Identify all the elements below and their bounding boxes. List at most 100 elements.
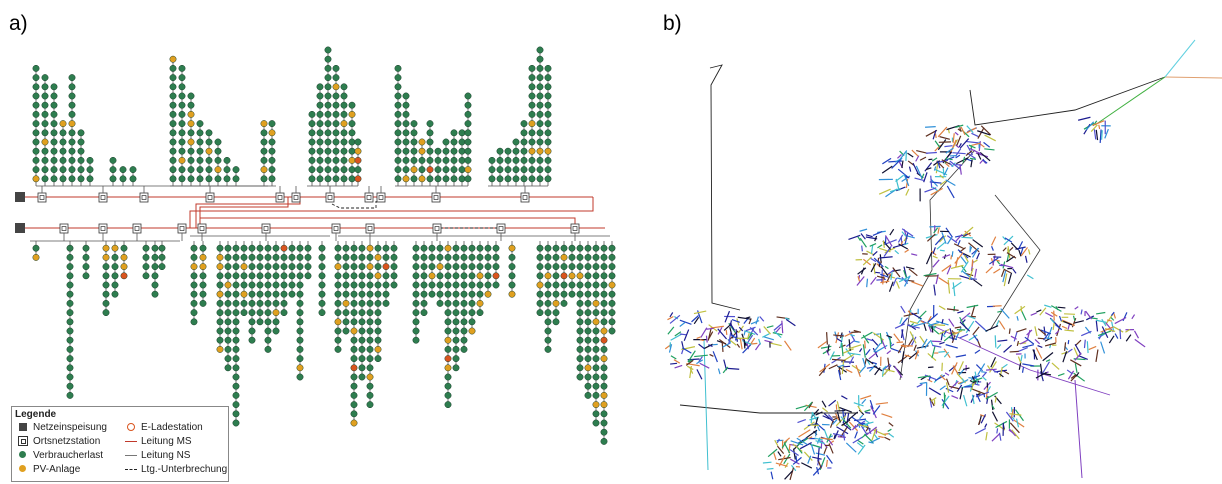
consumer-node — [109, 156, 117, 164]
network-segment — [841, 395, 848, 400]
consumer-node — [592, 382, 600, 390]
network-segment — [1064, 329, 1074, 332]
consumer-node — [412, 290, 420, 298]
consumer-node — [82, 244, 90, 252]
network-segment — [1098, 124, 1101, 130]
network-segment — [884, 368, 895, 373]
consumer-node — [460, 253, 468, 261]
consumer-node — [50, 120, 58, 128]
consumer-node — [366, 401, 374, 409]
consumer-node — [402, 129, 410, 137]
network-segment — [1044, 342, 1057, 347]
consumer-node — [296, 299, 304, 307]
pv-node — [428, 272, 436, 280]
consumer-node — [382, 272, 390, 280]
consumer-node — [382, 281, 390, 289]
network-segment — [743, 330, 746, 336]
network-segment — [728, 331, 732, 344]
consumer-node — [508, 272, 516, 280]
network-segment — [1122, 312, 1128, 322]
consumer-node — [544, 318, 552, 326]
consumer-node — [232, 272, 240, 280]
consumer-node — [442, 166, 450, 174]
network-segment — [1054, 324, 1063, 331]
network-segment — [1131, 314, 1136, 320]
consumer-node — [508, 253, 516, 261]
consumer-node — [340, 101, 348, 109]
consumer-node — [342, 272, 350, 280]
consumer-node — [374, 263, 382, 271]
network-segment — [968, 267, 974, 281]
consumer-node — [560, 263, 568, 271]
network-segment — [843, 365, 851, 368]
ev-charger-node — [382, 263, 390, 271]
network-segment — [1062, 351, 1068, 363]
pv-node — [484, 290, 492, 298]
network-segment — [1072, 315, 1076, 322]
consumer-node — [592, 253, 600, 261]
consumer-node — [41, 166, 49, 174]
consumer-node — [382, 290, 390, 298]
consumer-node — [536, 55, 544, 63]
consumer-node — [436, 299, 444, 307]
network-segment — [1101, 318, 1107, 327]
network-segment — [766, 467, 774, 470]
consumer-node — [178, 138, 186, 146]
pv-node — [536, 281, 544, 289]
consumer-node — [82, 263, 90, 271]
consumer-node — [444, 327, 452, 335]
network-segment — [1125, 329, 1131, 333]
network-segment — [1073, 320, 1084, 324]
substation-box — [432, 223, 442, 234]
network-segment — [836, 337, 843, 343]
network-segment — [905, 178, 909, 189]
network-segment — [952, 365, 959, 374]
consumer-node — [66, 299, 74, 307]
network-segment — [896, 277, 909, 282]
consumer-node — [496, 147, 504, 155]
consumer-node — [420, 253, 428, 261]
consumer-node — [600, 263, 608, 271]
consumer-node — [332, 120, 340, 128]
network-segment — [1012, 268, 1017, 274]
consumer-node — [410, 147, 418, 155]
consumer-node — [358, 290, 366, 298]
consumer-node — [232, 401, 240, 409]
consumer-node — [77, 138, 85, 146]
network-segment — [828, 440, 834, 446]
consumer-node — [528, 74, 536, 82]
network-segment — [980, 125, 992, 136]
consumer-node — [129, 175, 137, 183]
pv-node — [334, 263, 342, 271]
network-segment — [814, 417, 819, 429]
network-segment — [811, 411, 818, 422]
network-segment — [873, 257, 884, 268]
network-segment — [845, 442, 857, 453]
network-segment — [973, 259, 978, 263]
consumer-node — [452, 364, 460, 372]
network-segment — [989, 361, 997, 373]
consumer-node — [366, 290, 374, 298]
network-segment — [823, 447, 828, 455]
network-segment — [932, 324, 946, 326]
consumer-node — [232, 318, 240, 326]
network-segment — [882, 240, 885, 248]
network-segment — [955, 354, 967, 358]
consumer-node — [528, 92, 536, 100]
consumer-node — [296, 309, 304, 317]
network-segment — [764, 339, 773, 343]
pv-node — [608, 281, 616, 289]
consumer-node — [340, 156, 348, 164]
consumer-node — [444, 281, 452, 289]
consumer-node — [66, 244, 74, 252]
consumer-node — [508, 281, 516, 289]
consumer-node — [436, 281, 444, 289]
network-segment — [790, 458, 800, 465]
network-segment — [679, 333, 687, 336]
network-segment — [882, 157, 892, 165]
consumer-node — [464, 175, 472, 183]
network-segment — [1009, 350, 1019, 353]
network-segment — [950, 264, 964, 270]
consumer-node — [318, 290, 326, 298]
network-segment — [826, 433, 832, 443]
